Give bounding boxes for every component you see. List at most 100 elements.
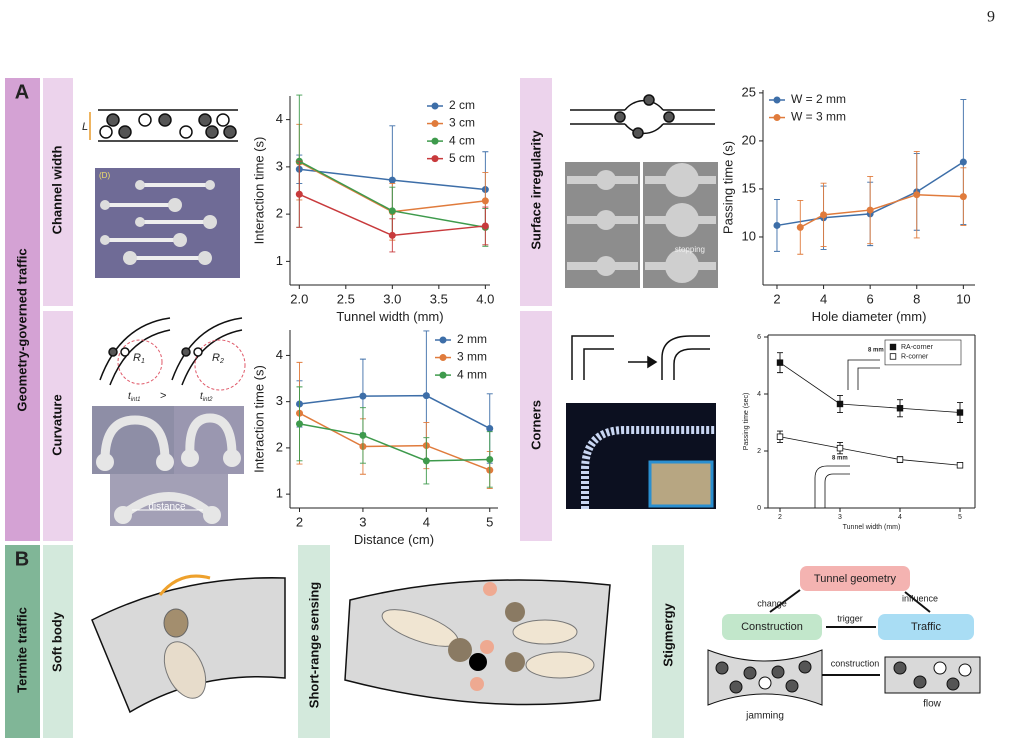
photo [566, 403, 716, 509]
data-point [773, 221, 781, 229]
box-label: Construction [741, 621, 803, 633]
photo [95, 168, 240, 278]
data-point [820, 211, 828, 219]
panel-label: A [15, 81, 29, 103]
arrow-label: change [757, 598, 787, 608]
data-point [295, 190, 303, 198]
arrow-label: construction [831, 658, 880, 668]
data-point [776, 359, 784, 366]
legend-marker [431, 120, 439, 128]
data-point [388, 176, 396, 184]
data-point [866, 206, 874, 214]
corners-diagram [571, 335, 710, 380]
diagram-label: distance [148, 502, 186, 513]
y-tick-label: 1 [276, 486, 283, 501]
photo-tag: (D) [99, 171, 110, 180]
row-label: Soft body [49, 611, 64, 672]
y-tick-label: 25 [742, 84, 756, 99]
diagram-label: tint2 [200, 391, 213, 403]
y-tick-label: 3 [276, 158, 283, 173]
row-band [43, 545, 73, 738]
stigmergy-diagram [707, 566, 981, 706]
photo [565, 162, 718, 288]
inset-label: 8 mm [832, 456, 848, 462]
y-axis-label: Passing time (sec) [743, 393, 750, 451]
row-label: Curvature [49, 394, 64, 455]
legend-marker [439, 354, 447, 362]
legend-marker [889, 343, 897, 351]
data-point [959, 193, 967, 201]
data-point [956, 409, 964, 416]
soft-body-diagram [91, 574, 286, 714]
series-line [779, 362, 961, 413]
data-point [486, 424, 494, 432]
panel-band [5, 545, 40, 738]
arrow-label: trigger [837, 613, 863, 623]
x-tick-label: 4 [820, 291, 827, 306]
row-band [298, 545, 330, 738]
x-tick-label: 2 [296, 514, 303, 529]
row-band [520, 78, 552, 306]
x-tick-label: 10 [956, 291, 970, 306]
y-tick-label: 2 [276, 439, 283, 454]
row-label: Channel width [49, 146, 64, 235]
legend-label: 2 mm [457, 332, 487, 346]
data-point [836, 400, 844, 408]
y-tick-label: 1 [276, 253, 283, 268]
curvature-diagram [99, 317, 246, 391]
photo-label: stopping [675, 245, 705, 254]
series-line [299, 412, 491, 471]
data-point [422, 457, 430, 465]
y-axis-label: Interaction time (s) [251, 137, 266, 245]
x-axis-label: Hole diameter (mm) [812, 309, 927, 324]
data-point [776, 433, 784, 440]
x-tick-label: 4 [898, 514, 902, 521]
panel-label: B [15, 548, 29, 570]
legend-marker [431, 102, 439, 110]
diagram-label: R1 [133, 352, 145, 365]
row-label: Surface irregularity [528, 130, 543, 250]
legend-marker [439, 371, 447, 379]
x-axis-label: Tunnel width (mm) [336, 309, 443, 324]
row-band [520, 311, 552, 541]
legend-label: 3 cm [449, 116, 475, 130]
x-tick-label: 2 [773, 291, 780, 306]
panel-band [5, 78, 40, 541]
legend-label: W = 3 mm [791, 110, 846, 124]
x-tick-label: 5 [958, 514, 962, 521]
data-point [896, 456, 904, 463]
row-label: Short-range sensing [306, 582, 321, 708]
legend-marker [773, 114, 781, 122]
row-band [652, 545, 684, 738]
irregularity-diagram [570, 94, 715, 139]
box-label: Traffic [911, 621, 941, 633]
data-point [896, 405, 904, 412]
arrow-label: influence [902, 593, 938, 603]
x-tick-label: 2 [778, 514, 782, 521]
diagram-label: flow [923, 699, 942, 710]
x-tick-label: 8 [913, 291, 920, 306]
page-number: 9 [987, 9, 995, 26]
diagram-label: > [160, 390, 166, 402]
legend-frame [884, 339, 962, 366]
panel-title: Geometry-governed traffic [14, 248, 29, 411]
legend-label: W = 2 mm [791, 92, 846, 106]
data-point [481, 197, 489, 205]
legend-label: 5 cm [449, 151, 475, 165]
panel-title: Termite traffic [14, 607, 29, 693]
series-line [799, 193, 964, 229]
row-label: Corners [528, 400, 543, 450]
y-tick-label: 3 [276, 393, 283, 408]
data-point [296, 420, 304, 428]
data-point [359, 392, 367, 400]
photo [92, 406, 244, 526]
legend-marker [431, 137, 439, 145]
row-band [43, 78, 73, 306]
data-point [388, 207, 396, 215]
box-label: Tunnel geometry [814, 573, 897, 585]
diagram-label: L [82, 121, 88, 133]
y-axis-label: Interaction time (s) [251, 365, 266, 473]
legend-marker [431, 155, 439, 163]
